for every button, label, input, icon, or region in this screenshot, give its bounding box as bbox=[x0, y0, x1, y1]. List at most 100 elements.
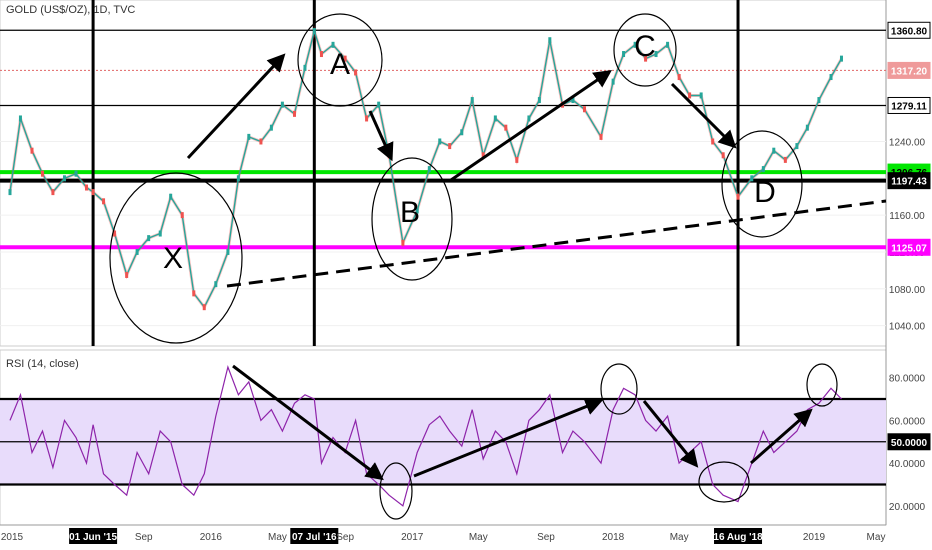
price-point bbox=[460, 129, 464, 136]
price-point bbox=[582, 106, 586, 113]
price-point bbox=[319, 51, 323, 58]
price-point bbox=[214, 281, 218, 288]
price-point bbox=[135, 248, 139, 255]
price-point bbox=[247, 133, 251, 140]
price-point bbox=[736, 193, 740, 200]
price-point bbox=[448, 143, 452, 150]
price-point bbox=[654, 51, 658, 58]
price-series-layer bbox=[8, 25, 843, 311]
rsi-tag: 50.0000 bbox=[891, 438, 928, 449]
price-tag-box bbox=[887, 172, 931, 190]
price-point bbox=[365, 115, 369, 122]
letter-label-a: A bbox=[330, 48, 350, 81]
arrow-b-to-c bbox=[450, 69, 612, 182]
price-point bbox=[761, 166, 765, 173]
price-point bbox=[622, 51, 626, 58]
price-point bbox=[377, 101, 381, 108]
price-point bbox=[8, 189, 12, 196]
price-point bbox=[470, 97, 474, 104]
price-point bbox=[571, 97, 575, 104]
price-point bbox=[805, 124, 809, 131]
rsi-tick-label: 40.0000 bbox=[889, 459, 926, 470]
price-point bbox=[226, 248, 230, 255]
rsi-tick-label: 60.0000 bbox=[889, 416, 926, 427]
price-point bbox=[169, 193, 173, 200]
price-point bbox=[839, 55, 843, 62]
letter-label-x: X bbox=[163, 242, 183, 275]
price-point bbox=[84, 184, 88, 191]
price-tick-label: 1080.00 bbox=[889, 285, 926, 296]
price-point bbox=[644, 55, 648, 62]
rsi-arrow-down-2 bbox=[642, 400, 699, 468]
price-point bbox=[343, 55, 347, 62]
price-point bbox=[236, 175, 240, 182]
price-tag: 1360.80 bbox=[891, 26, 928, 37]
time-tick-label: May bbox=[670, 532, 689, 543]
price-point bbox=[527, 115, 531, 122]
rsi-arrow-up-1 bbox=[413, 398, 604, 478]
price-point bbox=[750, 175, 754, 182]
price-tick-label: 1040.00 bbox=[889, 322, 926, 333]
time-tick-label: Sep bbox=[336, 532, 354, 543]
letter-labels-layer: X A B C D bbox=[163, 30, 776, 275]
vertical-markers-layer bbox=[91, 0, 740, 346]
time-marker-box bbox=[290, 528, 339, 544]
time-tick-label: 2019 bbox=[803, 532, 826, 543]
price-tag-box bbox=[887, 96, 931, 114]
price-point bbox=[40, 170, 44, 177]
price-point bbox=[18, 115, 22, 122]
letter-label-c: C bbox=[634, 30, 656, 63]
dashed-trendline bbox=[226, 199, 887, 288]
circle-c bbox=[613, 13, 677, 87]
price-tag: 1317.20 bbox=[891, 66, 928, 77]
rsi-tag-box bbox=[887, 433, 931, 451]
price-point bbox=[677, 74, 681, 81]
price-point bbox=[515, 156, 519, 163]
letter-label-d: D bbox=[754, 176, 776, 209]
rsi-series-layer bbox=[9, 364, 842, 507]
price-tag: 1279.11 bbox=[891, 101, 927, 112]
price-point bbox=[354, 69, 358, 76]
price-point bbox=[91, 189, 95, 196]
time-tick-label: 2015 bbox=[1, 532, 24, 543]
time-marker-box bbox=[69, 528, 118, 544]
price-tick-label: 1160.00 bbox=[889, 211, 925, 222]
rsi-arrow-up-2 bbox=[750, 408, 813, 465]
price-point bbox=[113, 230, 117, 237]
rsi-circle-4 bbox=[806, 363, 838, 407]
time-tick-label: 2016 bbox=[200, 532, 223, 543]
price-point bbox=[331, 41, 335, 48]
time-axis-layer: 2015 01 Jun '15 Sep 2016 May 07 Jul '16 Sep 201… bbox=[1, 528, 885, 544]
time-marker-label: 01 Jun '15 bbox=[69, 532, 117, 543]
price-point bbox=[427, 166, 431, 173]
price-point bbox=[772, 147, 776, 154]
price-point bbox=[147, 235, 151, 242]
rsi-tick-label: 20.0000 bbox=[889, 502, 926, 513]
price-point bbox=[180, 212, 184, 219]
price-point bbox=[493, 115, 497, 122]
price-point bbox=[202, 304, 206, 311]
rsi-arrow-down-1 bbox=[232, 364, 384, 481]
price-tag-box bbox=[887, 21, 931, 39]
price-point bbox=[504, 124, 508, 131]
price-tick-label: 1240.00 bbox=[889, 137, 926, 148]
arrow-a-to-b bbox=[368, 110, 394, 162]
price-point bbox=[192, 290, 196, 297]
price-point bbox=[312, 28, 316, 35]
price-point bbox=[158, 230, 162, 237]
price-point bbox=[548, 37, 552, 44]
circle-d bbox=[721, 130, 803, 238]
rsi-series-line bbox=[9, 364, 842, 507]
time-tick-label: 2018 bbox=[602, 532, 625, 543]
price-point bbox=[721, 152, 725, 159]
price-point bbox=[688, 92, 692, 99]
circle-a bbox=[297, 13, 383, 107]
rsi-chart-title: RSI (14, close) bbox=[6, 358, 79, 370]
price-point bbox=[125, 271, 129, 278]
price-point bbox=[259, 138, 263, 145]
rsi-band-layer bbox=[0, 397, 886, 486]
annotations-layer bbox=[109, 13, 887, 520]
price-point bbox=[817, 97, 821, 104]
price-point bbox=[783, 156, 787, 163]
